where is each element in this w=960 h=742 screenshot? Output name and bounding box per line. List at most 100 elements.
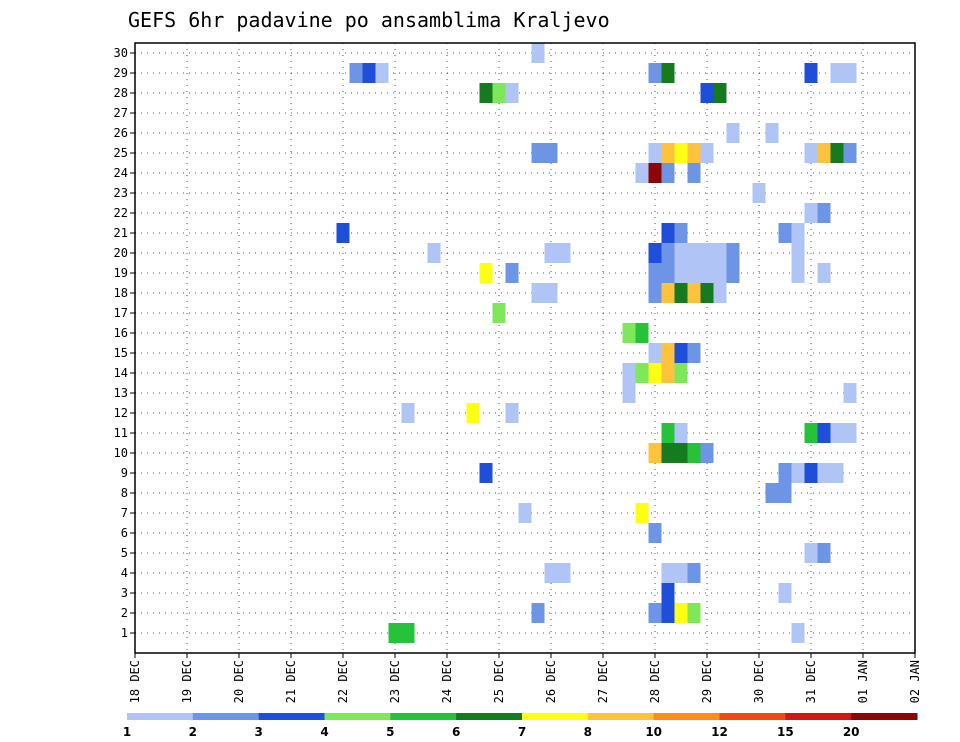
heatmap-cell xyxy=(648,163,662,183)
heatmap-cell xyxy=(791,243,805,263)
heatmap-cell xyxy=(661,563,675,583)
heatmap-cell xyxy=(505,83,519,103)
y-tick-label: 23 xyxy=(114,186,128,200)
y-tick-label: 28 xyxy=(114,86,128,100)
y-tick-label: 10 xyxy=(114,446,128,460)
heatmap-cell xyxy=(674,363,688,383)
heatmap-cell xyxy=(804,203,818,223)
y-tick-label: 1 xyxy=(121,626,128,640)
heatmap-cell xyxy=(401,623,415,643)
heatmap-cell xyxy=(713,283,727,303)
y-tick-label: 5 xyxy=(121,546,128,560)
heatmap-cell xyxy=(700,263,714,283)
y-tick-label: 14 xyxy=(114,366,128,380)
heatmap-cell xyxy=(804,543,818,563)
heatmap-cell xyxy=(635,503,649,523)
heatmap-cell xyxy=(661,423,675,443)
x-tick-label: 22 DEC xyxy=(336,660,350,703)
x-tick-label: 21 DEC xyxy=(284,660,298,703)
colorbar-swatch xyxy=(258,713,325,720)
heatmap-cell xyxy=(778,223,792,243)
heatmap-cell xyxy=(778,483,792,503)
heatmap-cell xyxy=(661,243,675,263)
colorbar-swatch xyxy=(390,713,457,720)
heatmap-cell xyxy=(687,563,701,583)
heatmap-cell xyxy=(479,263,493,283)
y-tick-label: 22 xyxy=(114,206,128,220)
heatmap-cell xyxy=(427,243,441,263)
heatmap-cell xyxy=(752,183,766,203)
x-axis: 18 DEC 19 DEC 20 DEC 21 DEC 22 DEC 23 DEC 24 D… xyxy=(128,653,922,703)
heatmap-cell xyxy=(661,163,675,183)
heatmap-cell xyxy=(817,463,831,483)
heatmap-cell xyxy=(336,223,350,243)
colorbar-label: 15 xyxy=(777,725,794,739)
heatmap-cell xyxy=(726,123,740,143)
colorbar-swatch xyxy=(192,713,260,720)
y-axis: 1234567891011121314151617181920212223242… xyxy=(114,46,135,640)
heatmap-cell xyxy=(843,423,857,443)
heatmap-cell xyxy=(804,423,818,443)
heatmap-cell xyxy=(687,603,701,623)
heatmap-cell xyxy=(635,323,649,343)
heatmap-cell xyxy=(817,423,831,443)
heatmap-cell xyxy=(674,263,688,283)
heatmap-cell xyxy=(648,143,662,163)
heatmap-cell xyxy=(648,603,662,623)
heatmap-cell xyxy=(674,443,688,463)
heatmap-cell xyxy=(674,343,688,363)
colorbar-swatch xyxy=(719,713,786,720)
heatmap-cell xyxy=(531,603,545,623)
heatmap-cell xyxy=(700,143,714,163)
heatmap-cell xyxy=(648,343,662,363)
heatmap-cell xyxy=(648,243,662,263)
heatmap-cell xyxy=(648,443,662,463)
heatmap-cell xyxy=(674,283,688,303)
colorbar-swatch xyxy=(653,713,720,720)
colorbar-label: 2 xyxy=(189,725,197,739)
heatmap-cell xyxy=(687,243,701,263)
heatmap-cell xyxy=(635,363,649,383)
colorbar-swatch xyxy=(324,713,391,720)
grid xyxy=(134,43,916,653)
heatmap-cell xyxy=(726,263,740,283)
heatmap-cell xyxy=(648,363,662,383)
x-tick-label: 01 JAN xyxy=(856,660,870,703)
colorbar-label: 1 xyxy=(123,725,131,739)
heatmap-cell xyxy=(713,83,727,103)
heatmap-cell xyxy=(492,303,506,323)
colorbar-swatch xyxy=(522,713,589,720)
colorbar-label: 10 xyxy=(645,725,662,739)
heatmap-cell xyxy=(492,83,506,103)
heatmap-cell xyxy=(687,143,701,163)
heatmap-cell xyxy=(661,283,675,303)
heatmap-cell xyxy=(687,443,701,463)
heatmap-cell xyxy=(531,283,545,303)
y-tick-label: 26 xyxy=(114,126,128,140)
heatmap-cell xyxy=(479,463,493,483)
heatmap-cell xyxy=(531,143,545,163)
y-tick-label: 2 xyxy=(121,606,128,620)
y-tick-label: 6 xyxy=(121,526,128,540)
heatmap-cell xyxy=(674,243,688,263)
x-tick-label: 30 DEC xyxy=(752,660,766,703)
colorbar-swatch xyxy=(127,713,194,720)
heatmap-cell xyxy=(843,383,857,403)
heatmap-cell xyxy=(349,63,363,83)
heatmap-cell xyxy=(687,283,701,303)
heatmap-cell xyxy=(804,143,818,163)
colorbar-label: 8 xyxy=(584,725,592,739)
y-tick-label: 17 xyxy=(114,306,128,320)
heatmap-cell xyxy=(830,423,844,443)
y-tick-label: 15 xyxy=(114,346,128,360)
heatmap-cell xyxy=(830,63,844,83)
colorbar-swatch xyxy=(785,713,852,720)
heatmap-cell xyxy=(778,583,792,603)
heatmap-cell xyxy=(713,243,727,263)
heatmap-cell xyxy=(674,423,688,443)
colorbar-label: 3 xyxy=(254,725,262,739)
heatmap-cell xyxy=(661,63,675,83)
heatmap-cell xyxy=(661,263,675,283)
colorbar-label: 12 xyxy=(711,725,728,739)
heatmap-cell xyxy=(505,403,519,423)
